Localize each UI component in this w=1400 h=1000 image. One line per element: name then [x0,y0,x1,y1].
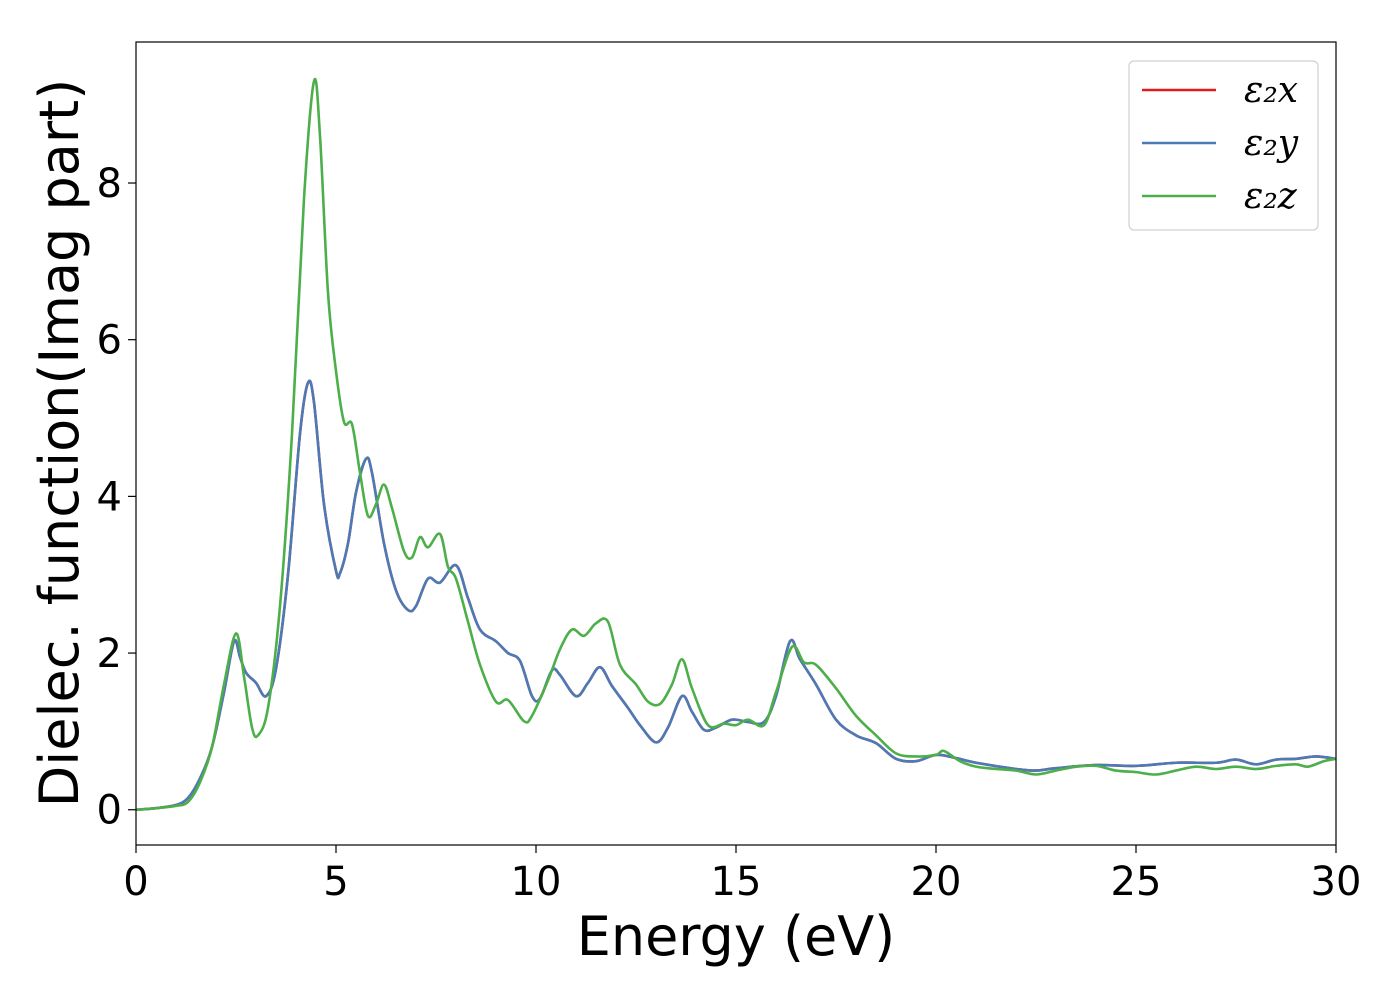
x-axis-label: Energy (eV) [577,905,896,968]
x-tick-label: 0 [123,859,148,905]
y-tick-label: 4 [97,474,122,520]
x-tick-label: 20 [911,859,962,905]
y-axis-label: Dielec. function(Imag part) [28,79,91,808]
legend-label-y: ε₂y [1244,123,1299,164]
x-axis-ticks: 0 5 10 15 20 25 30 [123,845,1361,905]
series-line-y [135,379,1337,812]
y-tick-label: 6 [97,318,122,364]
x-tick-label: 30 [1311,859,1362,905]
legend-label-z: ε₂z [1244,176,1298,217]
legend: ε₂x ε₂y ε₂z [1128,60,1319,231]
legend-box [1128,60,1319,231]
legend-label-x: ε₂x [1244,70,1298,111]
x-tick-label: 25 [1111,859,1162,905]
x-tick-label: 15 [711,859,762,905]
x-tick-label: 10 [511,859,562,905]
series-line-z [135,77,1337,812]
series-layer [135,77,1337,812]
y-tick-label: 2 [97,631,122,677]
legend-entries: ε₂x ε₂y ε₂z [1142,70,1299,217]
x-tick-label: 5 [323,859,348,905]
y-tick-label: 8 [97,161,122,207]
y-tick-label: 0 [97,788,122,834]
y-axis-ticks: 0 2 4 6 8 [97,161,136,834]
